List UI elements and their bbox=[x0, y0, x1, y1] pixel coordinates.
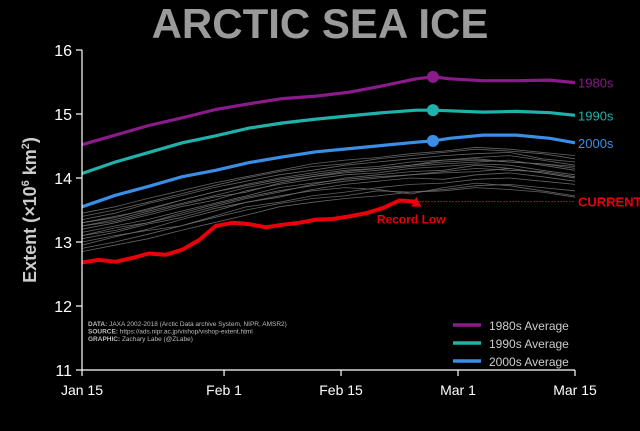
source-line-text: JAXA 2002-2018 (Arctic Data archive Syst… bbox=[107, 321, 287, 328]
series-current-date-marker bbox=[426, 104, 439, 117]
y-tick-label: 13 bbox=[54, 235, 72, 252]
source-line-text: Zachary Labe (@ZLabe) bbox=[120, 336, 193, 343]
series-line bbox=[81, 75, 576, 147]
source-line: GRAPHIC: Zachary Labe (@ZLabe) bbox=[88, 336, 193, 343]
y-axis-label-unit: km bbox=[20, 149, 40, 180]
x-tick-label: Mar 1 bbox=[440, 382, 476, 398]
background-year-line bbox=[81, 146, 576, 214]
series-line bbox=[81, 133, 576, 209]
series-end-label: 1980s bbox=[578, 76, 614, 91]
y-axis-label-times: × bbox=[20, 206, 40, 217]
x-tick-label: Mar 15 bbox=[553, 382, 597, 398]
legend-label: 1980s Average bbox=[489, 319, 569, 333]
background-year-line bbox=[81, 182, 576, 246]
y-ticks: 11 12 13 14 15 16 bbox=[54, 43, 82, 380]
series-lines bbox=[81, 70, 576, 265]
source-line: SOURCE: https://ads.nipr.ac.jp/vishop/vi… bbox=[88, 329, 253, 336]
background-year-line bbox=[81, 155, 576, 224]
legend: 1980s Average 1990s Average 2000s Average bbox=[453, 319, 569, 369]
y-tick-label: 12 bbox=[54, 299, 72, 316]
y-axis-label-prefix: Extent ( bbox=[20, 217, 40, 283]
background-year-line bbox=[81, 172, 576, 240]
y-axis-label: Extent (×106 km2) bbox=[20, 137, 40, 283]
y-tick-label: 16 bbox=[54, 43, 72, 60]
chart-title: ARCTIC SEA ICE bbox=[152, 0, 489, 47]
series-line bbox=[81, 108, 576, 176]
background-year-line bbox=[81, 183, 576, 249]
x-ticks: Jan 15 Feb 1 Feb 15 Mar 1 Mar 15 bbox=[61, 370, 597, 398]
series-end-label: 2000s bbox=[578, 136, 614, 151]
y-axis-label-unit-exp: 2 bbox=[20, 143, 32, 149]
current-year-line bbox=[81, 198, 417, 265]
y-axis-label-exp: 6 bbox=[20, 180, 32, 186]
x-tick-label: Feb 15 bbox=[319, 382, 363, 398]
y-axis-label-suffix: ) bbox=[20, 137, 40, 143]
current-end-label: CURRENT bbox=[578, 195, 640, 210]
source-credits: DATA: JAXA 2002-2018 (Arctic Data archiv… bbox=[88, 321, 287, 343]
background-year-line bbox=[81, 163, 576, 230]
y-axis-label-ten: 10 bbox=[20, 186, 40, 206]
y-tick-label: 15 bbox=[54, 107, 72, 124]
y-tick-label: 11 bbox=[55, 363, 72, 380]
legend-label: 2000s Average bbox=[489, 355, 569, 369]
series-end-labels: 1980s 1990s 2000s CURRENT Record Low bbox=[377, 76, 640, 227]
background-year-line bbox=[81, 158, 576, 227]
current-value-marker bbox=[411, 196, 422, 207]
background-year-line bbox=[81, 167, 576, 233]
source-line-key: DATA: bbox=[88, 321, 107, 328]
x-tick-label: Feb 1 bbox=[206, 382, 242, 398]
background-year-line bbox=[81, 187, 576, 252]
background-year-line bbox=[81, 159, 576, 224]
legend-label: 1990s Average bbox=[489, 337, 569, 351]
axes bbox=[81, 50, 575, 371]
background-years bbox=[81, 146, 576, 252]
background-year-line bbox=[81, 167, 576, 236]
source-line-text: https://ads.nipr.ac.jp/vishop/vishop-ext… bbox=[118, 329, 253, 336]
series-current-date-marker bbox=[426, 134, 439, 147]
source-line-key: SOURCE: bbox=[88, 329, 118, 336]
source-line: DATA: JAXA 2002-2018 (Arctic Data archiv… bbox=[88, 321, 287, 328]
background-year-line bbox=[81, 148, 576, 217]
record-low-annotation: Record Low bbox=[377, 213, 446, 227]
series-end-label: 1990s bbox=[578, 108, 614, 123]
series-current-date-marker bbox=[426, 70, 439, 83]
background-year-line bbox=[81, 151, 576, 220]
background-year-line bbox=[81, 177, 576, 243]
source-line-key: GRAPHIC: bbox=[88, 336, 120, 343]
x-tick-label: Jan 15 bbox=[61, 382, 103, 398]
y-tick-label: 14 bbox=[54, 171, 72, 188]
